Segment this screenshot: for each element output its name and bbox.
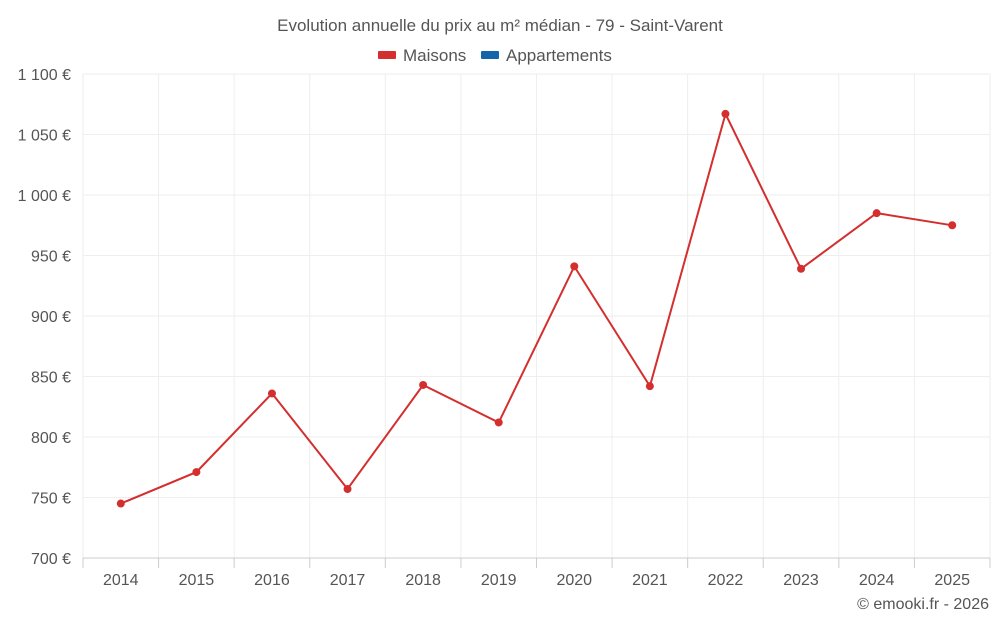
x-tick-label: 2023: [783, 572, 819, 589]
y-tick-label: 1 050 €: [18, 128, 71, 145]
legend-label-maisons: Maisons: [403, 46, 466, 65]
x-tick-label: 2017: [330, 572, 366, 589]
data-point[interactable]: [645, 382, 654, 391]
x-gridlines: [82, 74, 991, 558]
x-tick-label: 2022: [708, 572, 744, 589]
legend-swatch-maisons: [378, 51, 396, 59]
data-point[interactable]: [116, 499, 125, 508]
legend-item-appartements[interactable]: Appartements: [481, 46, 612, 65]
y-tick-label: 1 000 €: [18, 188, 71, 205]
x-tick-label: 2024: [859, 572, 895, 589]
y-axis-labels: 700 € 750 € 800 € 850 € 900 € 950 € 1 000 € 1 0…: [18, 67, 71, 568]
x-tick-label: 2018: [405, 572, 441, 589]
x-axis-ticks: [82, 558, 991, 568]
y-tick-label: 900 €: [31, 309, 71, 326]
data-point[interactable]: [419, 380, 428, 389]
y-tick-label: 750 €: [31, 491, 71, 508]
data-point[interactable]: [192, 468, 201, 477]
data-point[interactable]: [267, 389, 276, 398]
x-tick-label: 2014: [103, 572, 139, 589]
series-line-maisons: [120, 111, 953, 505]
data-point[interactable]: [948, 221, 957, 230]
data-point[interactable]: [797, 264, 806, 273]
data-point[interactable]: [570, 262, 579, 271]
x-tick-label: 2025: [934, 572, 970, 589]
credit-text: © emooki.fr - 2026: [857, 596, 989, 613]
x-tick-label: 2016: [254, 572, 290, 589]
data-point[interactable]: [343, 485, 352, 494]
y-tick-label: 700 €: [31, 551, 71, 568]
y-tick-label: 1 100 €: [18, 67, 71, 84]
data-point[interactable]: [494, 418, 503, 427]
series-points-maisons: [116, 109, 957, 508]
x-tick-label: 2015: [179, 572, 215, 589]
legend-swatch-appartements: [481, 51, 499, 59]
y-tick-label: 950 €: [31, 249, 71, 266]
y-tick-label: 800 €: [31, 430, 71, 447]
x-tick-label: 2019: [481, 572, 517, 589]
data-point[interactable]: [721, 109, 730, 118]
x-tick-label: 2020: [556, 572, 592, 589]
x-tick-label: 2021: [632, 572, 668, 589]
legend: Maisons Appartements: [378, 46, 612, 65]
y-tick-label: 850 €: [31, 370, 71, 387]
chart-title: Evolution annuelle du prix au m² médian …: [277, 16, 723, 35]
legend-item-maisons[interactable]: Maisons: [378, 46, 466, 65]
x-axis-labels: 2014 2015 2016 2017 2018 2019 2020 2021 2022 2023…: [103, 572, 970, 589]
legend-label-appartements: Appartements: [506, 46, 612, 65]
data-point[interactable]: [872, 209, 881, 218]
